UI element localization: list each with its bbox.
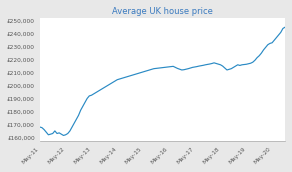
Title: Average UK house price: Average UK house price [112,7,213,16]
